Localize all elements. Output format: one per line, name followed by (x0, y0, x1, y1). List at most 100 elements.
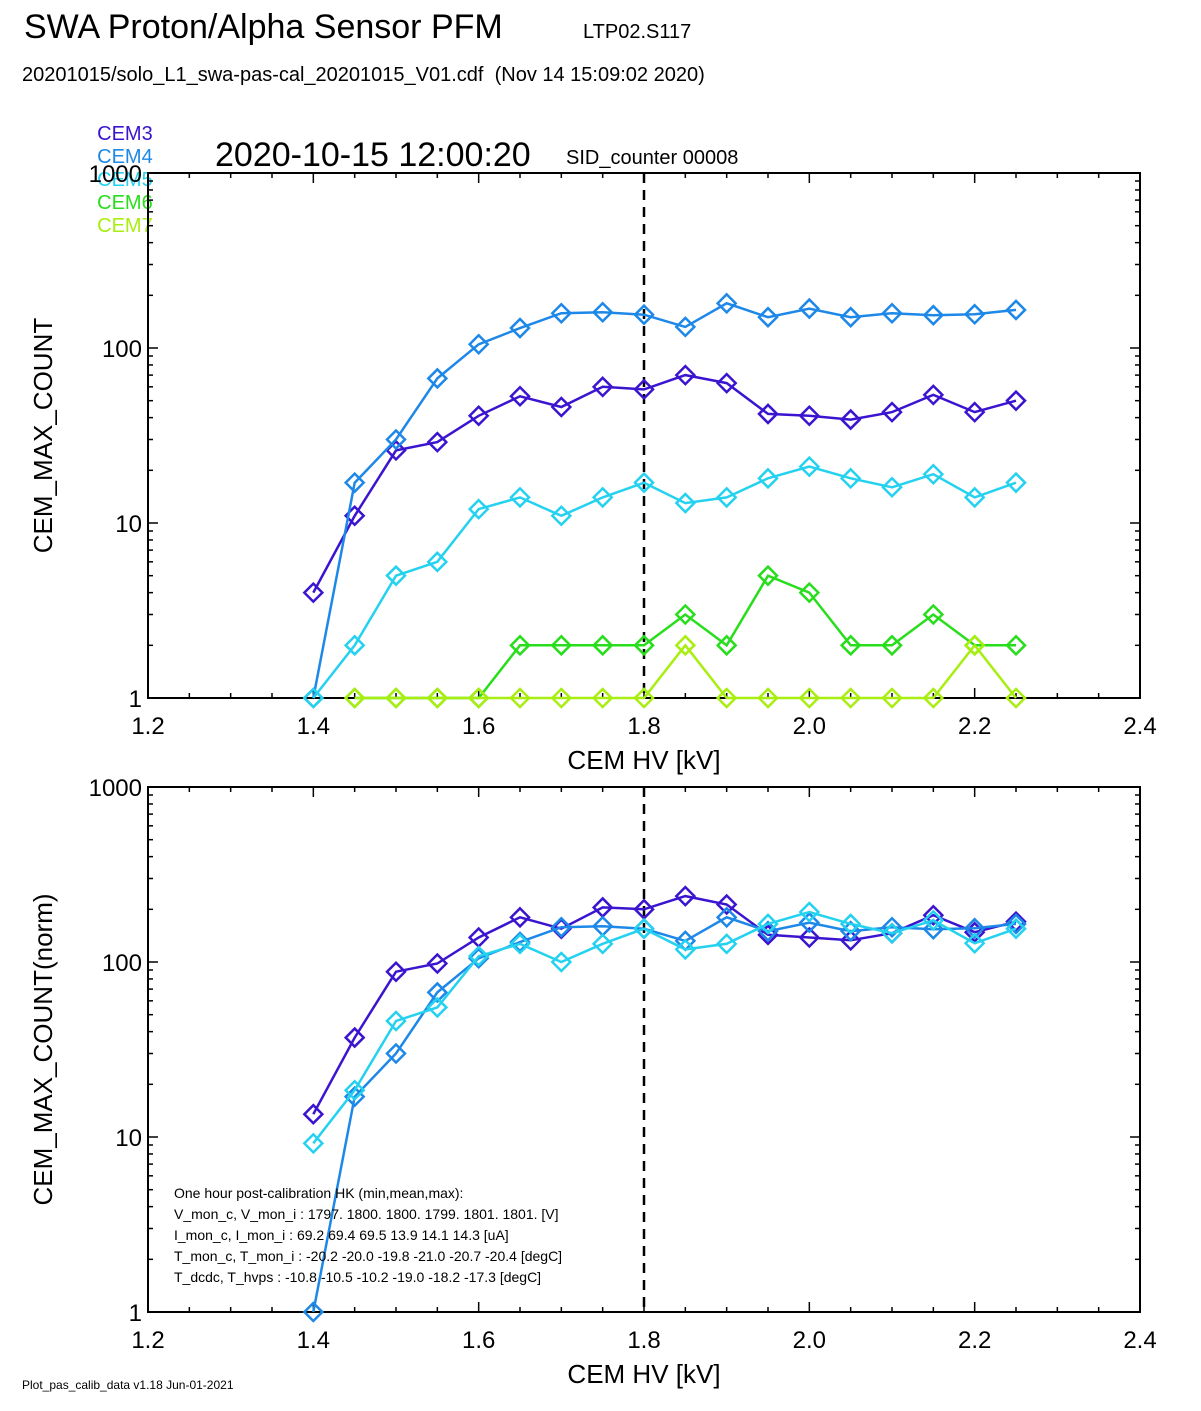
data-point (550, 396, 573, 418)
y-tick-label: 1 (129, 1300, 142, 1327)
legend-entry-cem3: CEM3 (97, 123, 153, 145)
data-point (922, 909, 945, 932)
footer-version: Plot_pas_calib_data v1.18 Jun-01-2021 (22, 1378, 234, 1392)
data-point (302, 1301, 325, 1323)
data-point (963, 401, 986, 423)
x-tick-label: 2.4 (1123, 1327, 1156, 1354)
data-point (963, 303, 986, 325)
data-point (633, 917, 655, 940)
y-tick-label: 1 (129, 686, 142, 713)
data-point (1005, 471, 1027, 494)
data-point (798, 297, 821, 320)
data-point (385, 1010, 407, 1032)
data-point (922, 904, 945, 927)
data-point (467, 333, 490, 356)
y-tick-label: 100 (102, 950, 142, 977)
y-tick-label: 100 (102, 336, 142, 363)
data-point (881, 476, 903, 499)
plot-bottom: 1.2 1.4 1.6 1.8 2.0 2.2 2.4 1 10 100 1000 CEM HV [k… (28, 775, 1157, 1389)
data-point (509, 906, 531, 929)
data-point (839, 467, 862, 490)
data-point (633, 471, 655, 494)
data-point (343, 471, 366, 494)
data-point (426, 687, 449, 709)
data-point (467, 945, 490, 967)
data-point (715, 292, 738, 315)
legend-entry-cem7: CEM7 (97, 215, 153, 237)
x-tick-label: 1.8 (627, 1327, 660, 1354)
data-point (757, 467, 779, 490)
data-point (1005, 687, 1027, 709)
data-point (509, 687, 531, 709)
data-point (881, 401, 903, 423)
data-point (839, 408, 862, 431)
data-point (550, 634, 573, 657)
data-point (963, 932, 986, 955)
x-tick-label: 2.2 (958, 713, 991, 740)
data-point (715, 634, 738, 657)
data-point (385, 687, 407, 709)
data-point (385, 960, 407, 983)
data-point (302, 1132, 325, 1155)
data-point (426, 551, 449, 573)
x-tick-label: 1.4 (297, 1327, 330, 1354)
plot-sid-counter: SID_counter 00008 (566, 147, 738, 169)
series-cem7 (343, 634, 1027, 709)
data-point (757, 564, 779, 587)
data-point (343, 634, 366, 657)
data-point (633, 378, 655, 401)
data-point (674, 885, 697, 907)
data-point (798, 581, 821, 604)
data-point (798, 455, 821, 478)
x-tick-label: 1.2 (131, 1327, 164, 1354)
data-point (963, 917, 986, 939)
data-point (426, 431, 449, 453)
data-point (757, 913, 779, 935)
hk-note-line: T_dcdc, T_hvps : -10.8 -10.5 -10.2 -19.0… (174, 1269, 541, 1285)
data-point (591, 933, 614, 955)
data-point (385, 428, 407, 451)
x-tick-label: 2.0 (793, 713, 826, 740)
y-axis-label: CEM_MAX_COUNT (28, 318, 58, 554)
series-cem4 (302, 906, 1027, 1323)
data-point (757, 306, 779, 328)
data-point (839, 306, 862, 328)
data-point (715, 933, 738, 955)
y-axis-label: CEM_MAX_COUNT(norm) (28, 893, 58, 1205)
data-point (715, 372, 738, 394)
data-point (302, 687, 325, 709)
data-point (1005, 299, 1027, 321)
data-point (633, 303, 655, 326)
data-point (1005, 634, 1027, 657)
hk-annotation: One hour post-calibration HK (min,mean,m… (174, 1185, 562, 1285)
data-point (385, 564, 407, 587)
data-point (963, 634, 986, 657)
data-point (1005, 917, 1027, 940)
data-point (839, 929, 862, 952)
data-point (509, 385, 531, 408)
y-tick-label: 10 (115, 511, 142, 538)
data-point (550, 687, 573, 709)
data-point (674, 316, 697, 338)
x-tick-label: 2.0 (793, 1327, 826, 1354)
data-point (757, 403, 779, 425)
data-point (674, 634, 697, 657)
legend-entry-cem6: CEM6 (97, 192, 153, 214)
legend-entry-cem5: CEM5 (97, 169, 153, 191)
x-tick-label: 1.6 (462, 713, 495, 740)
data-point (591, 687, 614, 709)
series-cem5 (302, 901, 1027, 1155)
data-point (922, 463, 945, 485)
data-point (922, 918, 945, 940)
legend: CEM3 CEM4 CEM5 CEM6 CEM7 (86, 100, 165, 238)
data-point (881, 922, 903, 945)
hk-note-line: T_mon_c, T_mon_i : -20.2 -20.0 -19.8 -21… (174, 1248, 562, 1264)
data-point (715, 687, 738, 709)
hk-note-line: I_mon_c, I_mon_i : 69.2 69.4 69.5 13.9 1… (174, 1227, 509, 1243)
hk-note-line: One hour post-calibration HK (min,mean,m… (174, 1185, 463, 1201)
data-point (550, 951, 573, 973)
y-tick-label: 1000 (89, 161, 142, 188)
data-point (591, 634, 614, 657)
series-line (312, 465, 1017, 699)
series-cem4 (302, 292, 1027, 709)
